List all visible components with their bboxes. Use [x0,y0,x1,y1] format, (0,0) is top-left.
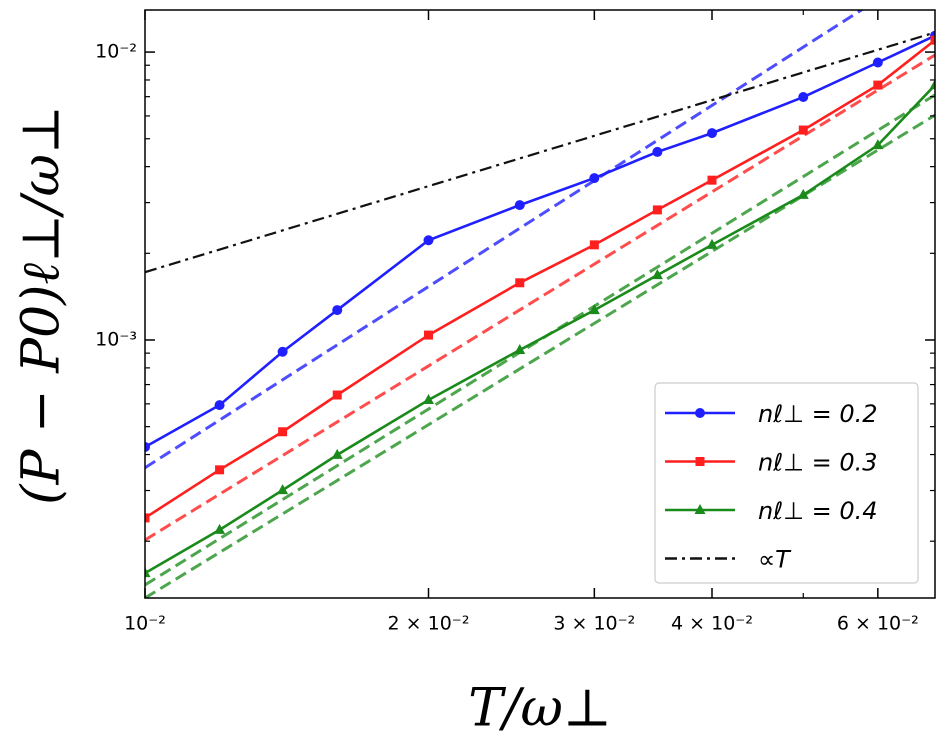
marker [214,400,225,411]
fit-line [145,93,935,587]
marker [514,343,526,354]
marker [423,235,434,246]
y-tick-label: 10⁻³ [95,328,137,350]
marker [797,188,809,199]
marker [872,57,883,68]
marker [652,146,663,157]
marker [652,205,662,215]
x-axis-label: T/ω⊥ [468,679,612,739]
marker [707,175,717,185]
legend-label: ∝T [758,546,792,574]
marker [588,304,600,315]
legend-box [654,382,919,584]
legend-marker [694,504,706,514]
marker [589,173,600,184]
axes-frame [144,9,936,599]
fit-line [145,10,865,469]
marker [798,125,808,135]
x-tick-label: 6 × 10⁻² [837,613,919,635]
marker [929,79,935,90]
marker [145,441,150,452]
marker [145,513,150,523]
series-line [145,84,935,575]
fit-line [145,53,935,542]
marker [145,567,151,578]
marker [589,240,599,250]
marker [277,346,288,357]
y-tick-label: 10⁻² [95,41,137,63]
marker [214,523,226,534]
x-tick-label: 4 × 10⁻² [671,613,753,635]
marker [798,92,809,103]
x-tick-label: 2 × 10⁻² [388,613,470,635]
marker [706,128,717,139]
marker [332,390,342,400]
series-line [145,39,935,519]
legend-label: nℓ⊥ = 0.4 [758,497,878,525]
marker [331,448,343,459]
marker [278,427,288,437]
marker [277,484,289,495]
marker [332,305,343,316]
marker [706,238,718,249]
marker [514,200,525,211]
series-line [145,34,935,449]
x-tick-label: 3 × 10⁻² [553,613,635,635]
marker [651,269,663,280]
marker [215,465,225,475]
series-line [145,31,935,274]
legend-marker [695,408,705,418]
x-tick-label: 10⁻² [124,613,166,635]
marker [873,80,883,90]
marker [515,278,525,288]
legend-label: nℓ⊥ = 0.3 [758,449,878,477]
legend-marker [695,457,705,466]
y-axis-label: (P − P0)ℓ⊥/ω⊥ [12,105,72,505]
marker [422,393,434,404]
plot-area [145,10,935,598]
fit-line [145,113,935,598]
marker [930,35,935,45]
legend-label: nℓ⊥ = 0.2 [758,400,878,428]
marker [423,330,433,340]
marker [872,139,884,150]
